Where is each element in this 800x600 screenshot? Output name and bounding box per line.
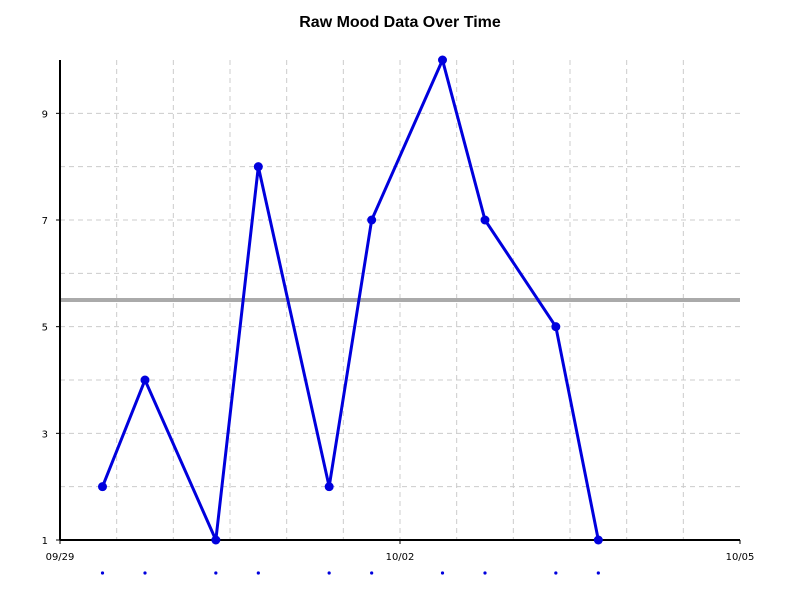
data-point	[98, 482, 107, 492]
data-point	[593, 535, 603, 545]
y-tick-label: 3	[42, 429, 48, 440]
date-rug-mark	[327, 571, 331, 575]
date-rug	[100, 571, 600, 575]
data-point	[253, 162, 263, 172]
data-point	[551, 322, 561, 332]
data-point	[324, 482, 334, 492]
series-line	[101, 58, 600, 542]
y-tick-label: 5	[42, 323, 48, 334]
date-rug-mark	[256, 571, 260, 575]
date-rug-mark	[554, 571, 558, 575]
data-point	[367, 215, 377, 225]
y-tick-label: 1	[42, 536, 48, 547]
grid-lines	[60, 60, 740, 540]
date-rug-mark	[143, 571, 147, 575]
data-point	[438, 55, 447, 65]
data-point	[140, 375, 150, 385]
date-rug-mark	[440, 571, 445, 575]
data-point	[480, 215, 490, 225]
x-tick-label: 09/29	[46, 552, 75, 563]
x-tick-label: 10/02	[386, 552, 415, 563]
date-rug-mark	[370, 571, 374, 575]
date-rug-mark	[214, 571, 218, 575]
chart-title: Raw Mood Data Over Time	[299, 14, 501, 31]
y-tick-label: 7	[42, 216, 48, 227]
x-tick-label: 10/05	[726, 552, 755, 563]
date-rug-mark	[100, 571, 105, 575]
date-rug-mark	[483, 571, 487, 575]
data-point	[211, 535, 221, 545]
series-group	[98, 55, 603, 545]
tick-labels: 1 3 5 7 9 09/29 10/02 10/05	[42, 109, 755, 563]
date-rug-mark	[596, 571, 600, 575]
y-tick-label: 9	[42, 109, 48, 120]
